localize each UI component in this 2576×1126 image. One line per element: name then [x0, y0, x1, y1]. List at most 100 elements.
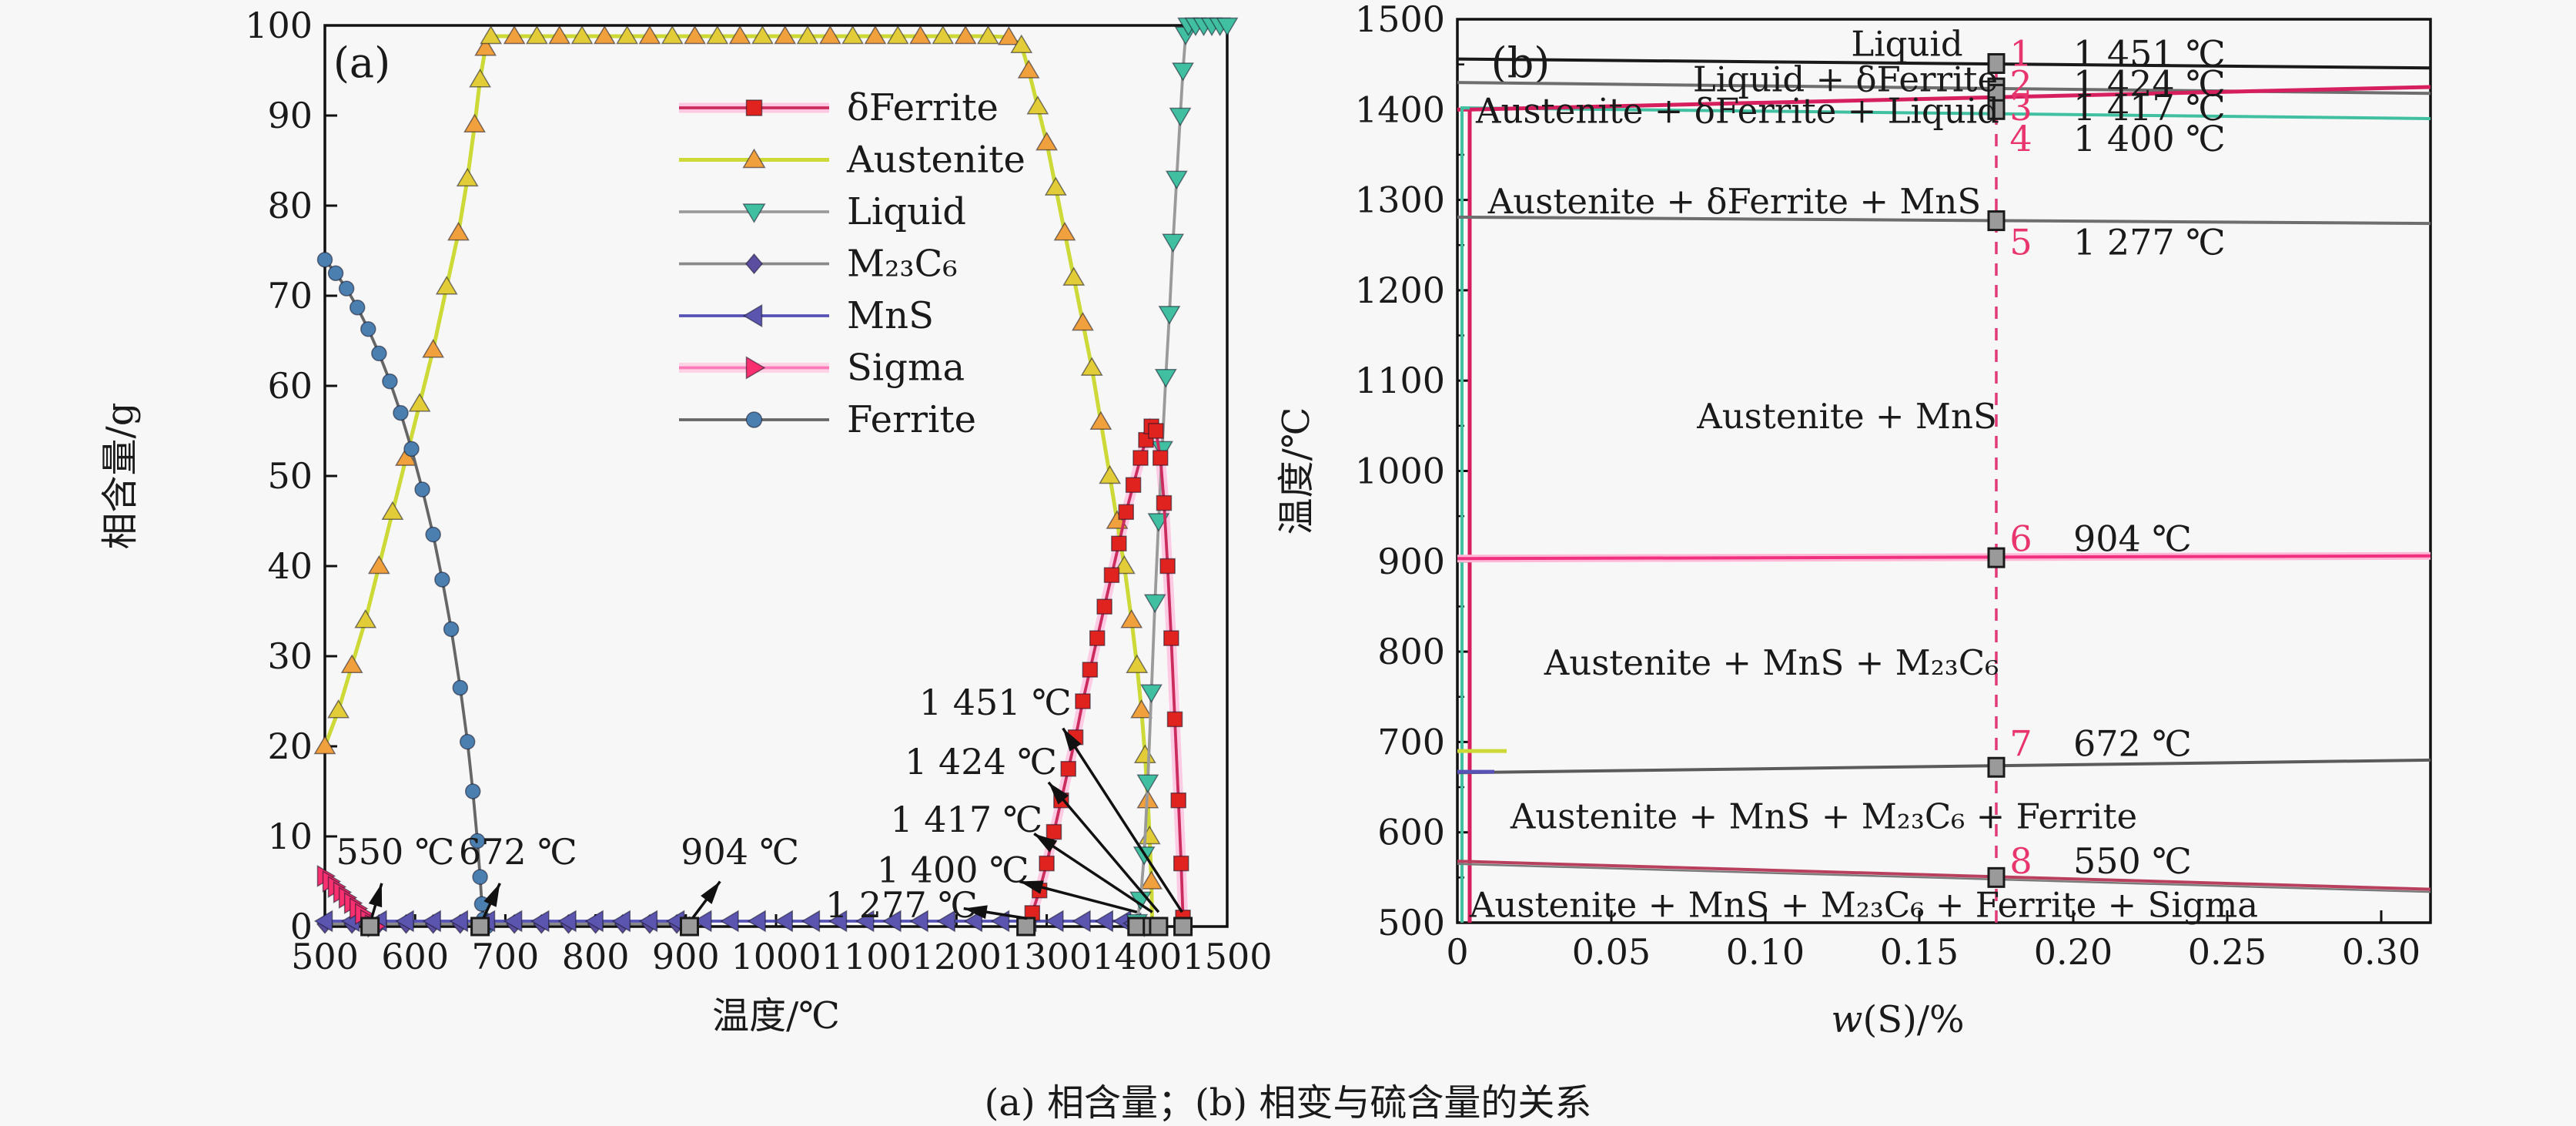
y-tick-label: 10: [267, 816, 313, 857]
series-marker: [909, 910, 928, 933]
region-label: Austenite + MnS: [1696, 396, 1997, 437]
legend-label: Liquid: [847, 190, 966, 233]
legend-item-δFerrite: δFerrite: [679, 86, 999, 129]
panel-b-label: (b): [1491, 39, 1551, 87]
series-marker: [1060, 761, 1076, 777]
series-marker: [1132, 450, 1149, 466]
series-marker: [425, 526, 441, 543]
transition-point-marker: [1016, 917, 1036, 937]
series-marker: [1089, 411, 1112, 431]
series-marker: [801, 910, 821, 933]
series-marker: [422, 910, 441, 933]
series-marker: [459, 733, 476, 750]
point-number: 6: [2009, 518, 2032, 559]
transition-point-marker: [1987, 547, 2006, 568]
annotation-arrow-line: [1033, 833, 1153, 913]
region-label: Liquid + δFerrite: [1693, 59, 1998, 99]
point-number: 1: [2009, 33, 2032, 75]
temperature-annotation: 550 ℃: [336, 831, 454, 873]
series-marker: [693, 910, 712, 933]
x-tick-label: 0.05: [1572, 931, 1651, 973]
series-marker: [796, 25, 819, 45]
series-marker: [480, 25, 503, 45]
series-marker: [526, 25, 548, 45]
y-tick-label: 50: [267, 455, 313, 497]
legend: δFerrite Austenite Liquid M₂₃C₆ MnS Sigma Ferr…: [679, 86, 1025, 441]
region-label: Austenite + MnS + M₂₃C₆ + Ferrite: [1510, 796, 2137, 837]
series-marker: [435, 276, 458, 295]
series-marker: [327, 265, 344, 281]
point-temperature: 1 424 ℃: [2073, 62, 2226, 104]
series-line: [323, 259, 488, 927]
series-Liquid: [1126, 17, 1239, 933]
temperature-annotation: 672 ℃: [459, 831, 577, 873]
series-marker: [932, 25, 955, 45]
series-marker: [548, 25, 571, 45]
transition-point-marker: [1987, 210, 2006, 232]
series-marker: [747, 910, 766, 933]
series-marker: [449, 910, 469, 933]
boundary-dferrite-appear: [1457, 215, 2431, 226]
y-tick-label: 1000: [1355, 451, 1445, 492]
y-tick-label: 70: [267, 275, 313, 317]
series-marker: [313, 735, 336, 755]
series-marker: [1111, 535, 1127, 551]
series-marker: [367, 555, 390, 575]
series-marker: [1118, 504, 1134, 521]
series-marker: [1026, 96, 1049, 115]
annotation-arrowhead: [1034, 833, 1058, 853]
series-marker: [1082, 662, 1099, 678]
y-tick-label: 0: [290, 906, 313, 947]
series-marker: [954, 25, 977, 45]
x-tick-label: 0.30: [2342, 931, 2420, 973]
series-marker: [464, 783, 481, 799]
series-marker: [1039, 855, 1055, 872]
series-marker: [1166, 711, 1183, 728]
x-tick-label: 1300: [1002, 936, 1092, 977]
series-marker: [1126, 654, 1149, 673]
series-marker: [340, 654, 363, 673]
boundary-ferrite-line: [1457, 758, 2431, 775]
series-marker: [382, 373, 398, 390]
x-tick-label: 1200: [912, 936, 1002, 977]
series-marker: [503, 25, 526, 45]
series-marker: [1136, 774, 1159, 793]
annotation-arrowhead: [1019, 880, 1044, 894]
series-marker: [744, 253, 764, 275]
transition-point-marker: [1987, 756, 2006, 778]
legend-item-MnS: MnS: [679, 294, 934, 337]
series-marker: [463, 113, 486, 132]
series-marker: [1143, 594, 1166, 613]
x-tick-label: 600: [381, 936, 449, 977]
point-temperature: 1 400 ℃: [2073, 118, 2226, 159]
series-marker: [313, 910, 333, 933]
series-marker: [469, 69, 492, 88]
x-tick-label: 0: [1446, 931, 1468, 973]
series-marker: [1153, 450, 1169, 466]
annotation-arrowhead: [1062, 728, 1082, 752]
legend-item-Austenite: Austenite: [679, 139, 1025, 182]
region-label: Austenite + δFerrite + MnS: [1487, 181, 1982, 222]
y-axis-title: 温度/℃: [1275, 407, 1318, 535]
series-marker: [1148, 423, 1164, 439]
y-tick-label: 500: [1377, 902, 1445, 943]
y-tick-label: 1200: [1355, 270, 1445, 311]
series-marker: [381, 501, 404, 521]
y-tick-label: 1500: [1355, 0, 1445, 40]
series-marker: [1125, 477, 1142, 493]
series-marker: [611, 910, 631, 933]
x-axis-title: 温度/℃: [712, 994, 840, 1037]
series-marker: [1075, 693, 1091, 709]
x-axis-title: w(S)/%: [1831, 998, 1964, 1041]
series-marker: [1158, 306, 1181, 325]
series-marker: [354, 609, 377, 628]
series-marker: [1096, 598, 1112, 615]
y-tick-label: 100: [245, 5, 313, 46]
series-marker: [1216, 17, 1239, 37]
temperature-annotation: 904 ℃: [681, 831, 799, 873]
series-marker: [882, 910, 902, 933]
series-marker: [456, 167, 479, 187]
y-tick-label: 30: [267, 635, 313, 677]
point-temperature: 1 417 ℃: [2073, 87, 2226, 129]
